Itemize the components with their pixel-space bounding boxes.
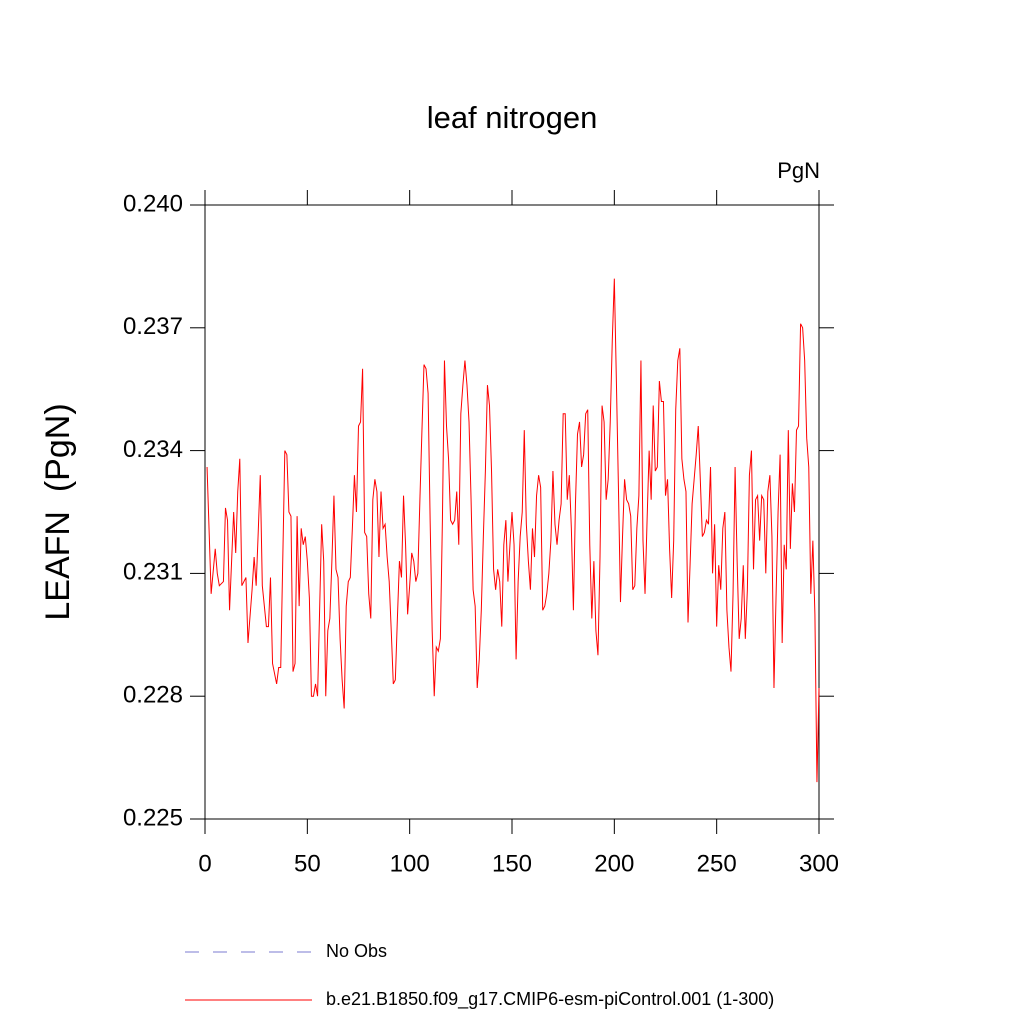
chart-title: leaf nitrogen	[427, 100, 598, 135]
x-tick-label: 200	[594, 850, 634, 877]
y-axis-label: LEAFN (PgN)	[39, 403, 77, 620]
x-tick-label: 0	[198, 850, 211, 877]
x-tick-label: 50	[294, 850, 321, 877]
y-tick-label: 0.225	[123, 804, 183, 831]
y-tick-label: 0.240	[123, 190, 183, 217]
x-tick-label: 150	[492, 850, 532, 877]
units-label: PgN	[777, 158, 820, 183]
x-tick-label: 250	[697, 850, 737, 877]
data-line	[206, 278, 820, 783]
y-tick-label: 0.234	[123, 436, 183, 463]
y-tick-label: 0.237	[123, 313, 183, 340]
legend-label: b.e21.B1850.f09_g17.CMIP6-esm-piControl.…	[326, 989, 774, 1010]
y-tick-label: 0.231	[123, 559, 183, 586]
x-tick-label: 100	[390, 850, 430, 877]
y-tick-label: 0.228	[123, 682, 183, 709]
legend-label: No Obs	[326, 941, 387, 961]
x-tick-label: 300	[799, 850, 839, 877]
